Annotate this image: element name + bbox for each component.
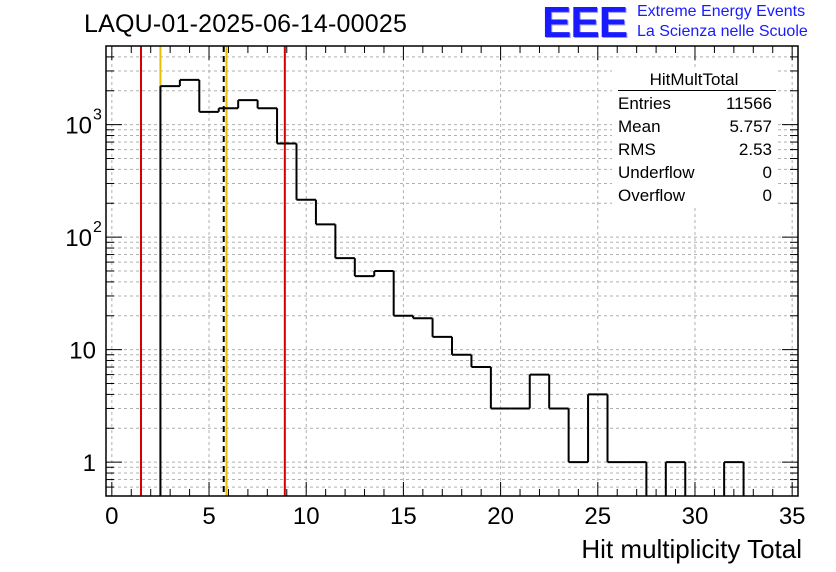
logo-line-2: La Scienza nelle Scuole xyxy=(637,23,808,40)
stats-key: RMS xyxy=(618,140,656,159)
stats-value: 0 xyxy=(762,186,772,205)
y-tick-label: 1 xyxy=(83,450,96,477)
x-tick-label: 0 xyxy=(105,503,118,530)
axis-ticks xyxy=(106,45,798,497)
y-tick-label: 10 xyxy=(65,113,92,140)
stats-key: Underflow xyxy=(618,163,695,182)
stats-key: Entries xyxy=(618,94,671,113)
stats-row-entries: Entries 11566 xyxy=(618,94,772,116)
y-tick-exponent: 2 xyxy=(93,219,102,236)
stats-title: HitMultTotal xyxy=(649,70,739,89)
stats-key: Overflow xyxy=(618,186,686,205)
stats-row-overflow: Overflow 0 xyxy=(618,186,772,208)
logo-line-1: Extreme Energy Events xyxy=(637,3,806,20)
x-axis-label: Hit multiplicity Total xyxy=(581,534,802,564)
stats-row-underflow: Underflow 0 xyxy=(618,163,772,185)
y-tick-label: 10 xyxy=(69,338,96,365)
x-tick-label: 10 xyxy=(293,503,320,530)
stats-row-mean: Mean 5.757 xyxy=(618,117,772,139)
y-tick-label: 10 xyxy=(65,225,92,252)
x-tick-label: 30 xyxy=(682,503,709,530)
stats-value: 5.757 xyxy=(729,117,772,136)
stats-key: Mean xyxy=(618,117,661,136)
y-tick-exponent: 3 xyxy=(93,107,102,124)
stats-value: 11566 xyxy=(725,94,772,113)
x-tick-label: 20 xyxy=(487,503,514,530)
x-tick-label: 15 xyxy=(390,503,417,530)
eee-logo: EEE xyxy=(542,0,628,47)
x-tick-label: 5 xyxy=(202,503,215,530)
stats-value: 2.53 xyxy=(738,140,772,159)
stats-row-rms: RMS 2.53 xyxy=(618,140,772,162)
histogram-bars xyxy=(159,78,745,496)
x-tick-label: 25 xyxy=(584,503,611,530)
chart-title: LAQU-01-2025-06-14-00025 xyxy=(84,10,408,38)
stats-divider xyxy=(618,90,776,91)
x-tick-label: 35 xyxy=(779,503,806,530)
stats-value: 0 xyxy=(762,163,772,182)
stats-box: HitMultTotal Entries 11566 Mean 5.757 RM… xyxy=(612,70,776,206)
